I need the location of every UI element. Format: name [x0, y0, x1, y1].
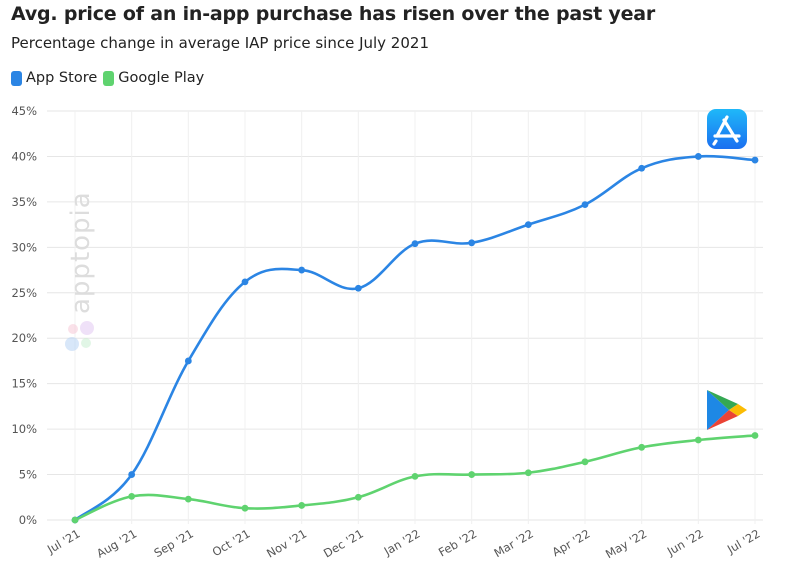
data-point-google-play[interactable] — [751, 432, 759, 439]
y-tick-label: 45% — [11, 104, 37, 118]
data-point-google-play[interactable] — [694, 436, 702, 444]
legend-label-app-store: App Store — [26, 70, 98, 86]
y-tick-label: 35% — [11, 195, 37, 209]
legend-swatch-app-store — [11, 70, 22, 86]
data-point-app-store[interactable] — [241, 278, 249, 286]
grid — [47, 110, 763, 524]
data-point-google-play[interactable] — [128, 492, 136, 500]
x-tick-label: May '22 — [603, 526, 649, 561]
y-tick-label: 5% — [19, 468, 37, 482]
legend-swatch-google-play — [103, 70, 115, 86]
data-point-app-store[interactable] — [694, 153, 702, 160]
x-axis: Jul '21 Aug '21 Sep '21 Oct '21 Nov '21 Dec '… — [44, 526, 762, 561]
legend-label-google-play: Google Play — [118, 70, 205, 86]
data-point-app-store[interactable] — [184, 357, 192, 365]
data-point-google-play[interactable] — [184, 495, 192, 503]
y-axis: 0% 5% 10% 15% 20% 25% 30% 35% 40% 45% — [11, 104, 37, 527]
data-point-google-play[interactable] — [468, 471, 476, 478]
data-point-app-store[interactable] — [638, 164, 646, 172]
data-point-app-store[interactable] — [581, 201, 589, 209]
chart-title: Avg. price of an in-app purchase has ris… — [11, 3, 656, 25]
apptopia-watermark: apptopia — [65, 191, 96, 351]
x-tick-label: Dec '21 — [321, 526, 366, 560]
google-play-icon — [707, 390, 747, 430]
x-tick-label: Apr '22 — [550, 526, 593, 559]
x-tick-label: Jun '22 — [664, 526, 706, 558]
y-tick-label: 0% — [19, 513, 37, 527]
app-store-icon — [707, 109, 747, 149]
y-tick-label: 25% — [11, 286, 37, 300]
legend-item-app-store[interactable]: App Store — [11, 70, 97, 86]
data-point-app-store[interactable] — [524, 221, 532, 229]
apptopia-logo-icon — [65, 321, 94, 351]
series-line-app-store — [73, 154, 757, 522]
chart-subtitle: Percentage change in average IAP price s… — [11, 34, 429, 52]
data-point-google-play[interactable] — [524, 469, 532, 477]
x-tick-label: Jan '22 — [381, 526, 423, 558]
x-tick-label: Nov '21 — [264, 526, 309, 560]
data-point-app-store[interactable] — [411, 240, 419, 248]
data-point-google-play[interactable] — [581, 458, 589, 466]
x-tick-label: Jul '21 — [44, 526, 82, 556]
series-points — [71, 153, 759, 524]
y-tick-label: 20% — [11, 331, 37, 345]
watermark-text: apptopia — [66, 191, 96, 314]
data-point-app-store[interactable] — [751, 156, 759, 164]
data-point-app-store[interactable] — [354, 284, 362, 292]
legend-item-google-play[interactable]: Google Play — [103, 70, 204, 86]
x-tick-label: Mar '22 — [491, 526, 535, 560]
x-tick-label: Feb '22 — [436, 526, 479, 559]
data-point-google-play[interactable] — [298, 502, 306, 509]
data-point-app-store[interactable] — [128, 471, 136, 478]
y-tick-label: 15% — [11, 377, 37, 391]
data-point-app-store[interactable] — [298, 266, 306, 274]
data-point-google-play[interactable] — [638, 443, 646, 451]
data-point-google-play[interactable] — [354, 493, 362, 501]
data-point-google-play[interactable] — [411, 472, 419, 480]
x-tick-label: Jul '22 — [724, 526, 762, 556]
legend: App Store Google Play — [11, 70, 210, 86]
y-tick-label: 10% — [11, 422, 37, 436]
data-point-app-store[interactable] — [468, 239, 476, 247]
y-tick-label: 30% — [11, 240, 37, 254]
data-point-google-play[interactable] — [241, 504, 249, 512]
x-tick-label: Oct '21 — [210, 526, 253, 559]
y-tick-label: 40% — [11, 149, 37, 163]
x-tick-label: Aug '21 — [94, 526, 139, 560]
data-point-google-play[interactable] — [71, 516, 79, 524]
x-tick-label: Sep '21 — [151, 526, 195, 560]
